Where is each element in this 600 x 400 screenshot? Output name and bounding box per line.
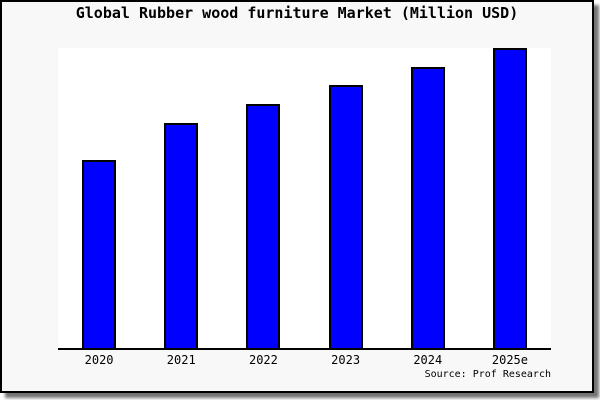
bar-2021 — [164, 123, 199, 348]
chart-card: Global Rubber wood furniture Market (Mil… — [0, 0, 594, 393]
x-tick-label-2020: 2020 — [84, 353, 114, 367]
bar-slot-2025e — [469, 48, 551, 348]
bars-container — [58, 48, 551, 348]
bar-slot-2021 — [140, 48, 222, 348]
bar-slot-2020 — [58, 48, 140, 348]
bar-slot-2024 — [387, 48, 469, 348]
bar-slot-2022 — [222, 48, 304, 348]
x-axis-labels: 2020 2021 2022 2023 2024 2025e — [58, 354, 551, 367]
bar-2023 — [328, 85, 363, 348]
source-text: Source: Prof Research — [424, 369, 551, 380]
x-tick-label-2021: 2021 — [166, 353, 196, 367]
x-tick-label-2024: 2024 — [413, 353, 443, 367]
bar-2025e — [492, 48, 527, 348]
x-tick-label-2023: 2023 — [331, 353, 361, 367]
chart-title: Global Rubber wood furniture Market (Mil… — [75, 4, 519, 22]
plot-area — [58, 48, 551, 350]
bar-2020 — [82, 160, 117, 348]
bar-2022 — [246, 104, 281, 348]
bar-2024 — [410, 67, 445, 348]
bar-slot-2023 — [305, 48, 387, 348]
x-tick-label-2025e: 2025e — [491, 353, 528, 367]
x-tick-label-2022: 2022 — [248, 353, 278, 367]
